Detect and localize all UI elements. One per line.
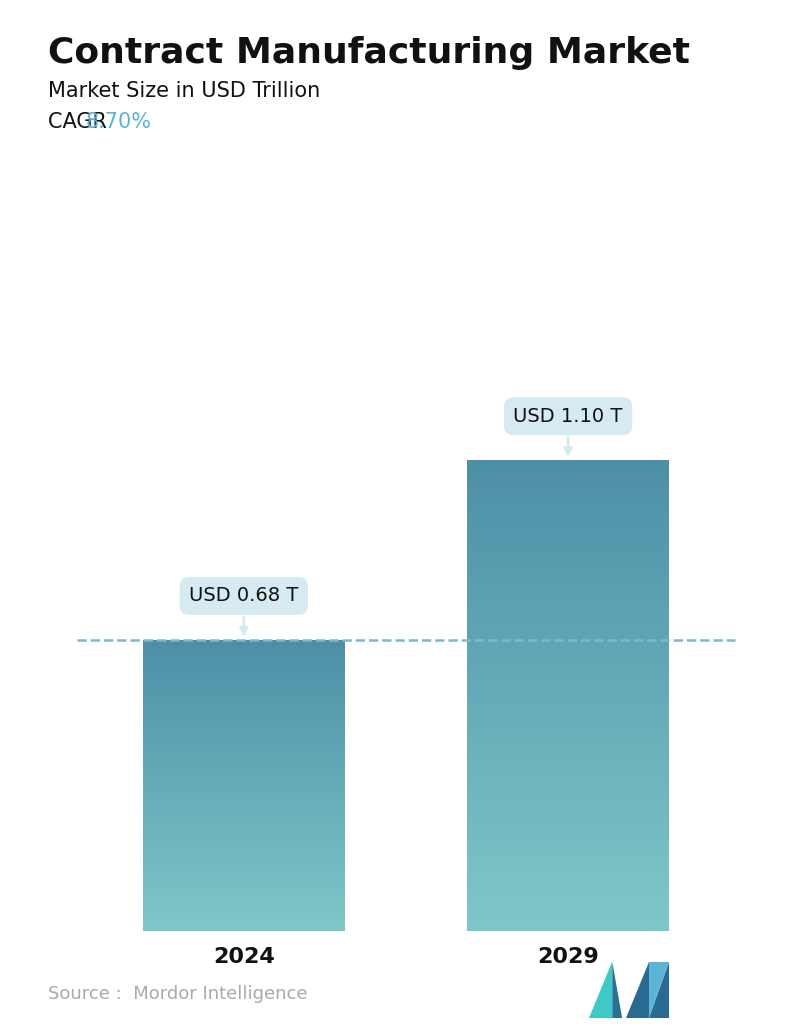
Text: Source :  Mordor Intelligence: Source : Mordor Intelligence — [48, 985, 307, 1003]
Polygon shape — [626, 962, 649, 1018]
Polygon shape — [612, 962, 622, 1018]
Polygon shape — [649, 962, 669, 1018]
Text: 8.70%: 8.70% — [86, 112, 151, 131]
Text: USD 1.10 T: USD 1.10 T — [513, 406, 622, 454]
Polygon shape — [649, 962, 669, 1018]
Polygon shape — [589, 962, 612, 1018]
Text: Contract Manufacturing Market: Contract Manufacturing Market — [48, 36, 690, 70]
Text: CAGR: CAGR — [48, 112, 113, 131]
Text: Market Size in USD Trillion: Market Size in USD Trillion — [48, 81, 320, 100]
Text: USD 0.68 T: USD 0.68 T — [189, 586, 298, 634]
